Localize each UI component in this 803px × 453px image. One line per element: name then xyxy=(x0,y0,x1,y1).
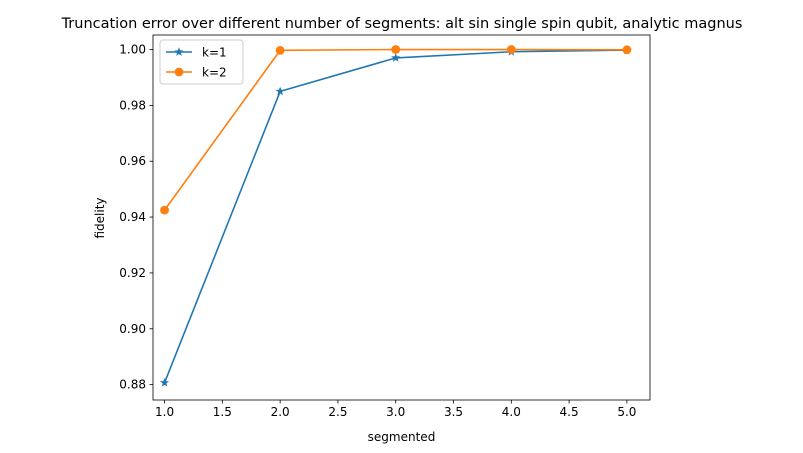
plot-area: 1.0 1.5 2.0 2.5 3.0 3.5 4.0 4.5 5.0 0.88 0.90 0.92 0… xyxy=(119,34,651,419)
legend-label-2: k=2 xyxy=(202,66,227,80)
x-tick-label-6: 3.5 xyxy=(444,405,463,419)
series-line-1 xyxy=(163,49,627,383)
data-point-2-2 xyxy=(275,45,285,55)
legend-label-1: k=1 xyxy=(202,46,227,60)
y-tick-label-2: 0.90 xyxy=(119,322,146,336)
y-tick-label-3: 0.92 xyxy=(119,266,146,280)
x-tick-label-4: 2.5 xyxy=(328,405,347,419)
x-tick-label-3: 2.0 xyxy=(271,405,290,419)
y-tick-label-5: 0.96 xyxy=(119,154,146,168)
chart-title: Truncation error over different number o… xyxy=(61,16,743,32)
y-tick-label-4: 0.94 xyxy=(119,210,146,224)
data-point-2-4 xyxy=(506,45,516,54)
data-point-1-1 xyxy=(159,377,170,387)
data-point-2-3 xyxy=(391,45,401,54)
data-point-2-1 xyxy=(160,205,169,215)
x-tick-label-2: 1.5 xyxy=(213,405,232,419)
y-tick-label-7: 1.00 xyxy=(119,43,146,57)
x-tick-label-7: 4.0 xyxy=(502,405,521,419)
x-tick-label-1: 1.0 xyxy=(155,405,174,419)
x-tick-label-9: 5.0 xyxy=(617,405,636,419)
legend-marker-1 xyxy=(174,47,184,56)
plot-frame xyxy=(152,34,651,401)
data-point-1-2 xyxy=(275,86,285,96)
y-tick-label-6: 0.98 xyxy=(119,98,146,112)
data-point-2-5 xyxy=(622,45,632,55)
x-tick-label-5: 3.0 xyxy=(386,405,405,419)
x-axis-label: segmented xyxy=(368,430,436,444)
x-tick-label-8: 4.5 xyxy=(560,405,579,419)
y-axis-label: fidelity xyxy=(93,197,107,238)
data-point-1-3 xyxy=(391,53,401,62)
y-tick-label-1: 0.88 xyxy=(119,378,146,392)
legend-marker-2 xyxy=(174,67,184,77)
